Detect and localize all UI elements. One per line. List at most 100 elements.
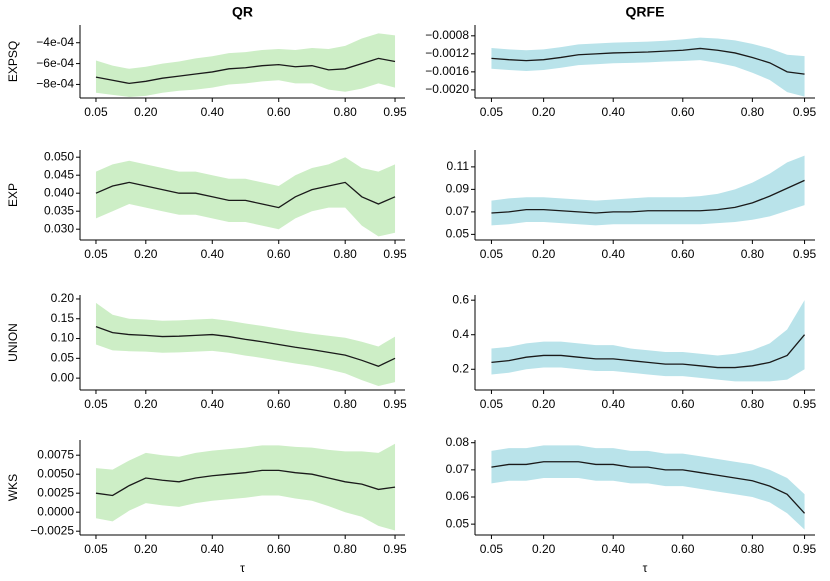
panel-title: QRFE [626,4,665,20]
x-tick-label: 0.40 [602,105,626,119]
x-tick-label: 0.60 [267,247,291,261]
y-tick-label: 0.05 [51,351,75,365]
x-axis-label: τ [643,561,648,575]
x-tick-label: 0.95 [383,542,407,556]
y-tick-label: 0.15 [51,311,75,325]
x-tick-label: 0.80 [334,247,358,261]
y-tick-label: 0.2 [452,361,469,375]
confidence-band [95,443,396,531]
y-tick-label: 0.040 [44,185,74,199]
x-tick-label: 0.05 [480,542,504,556]
x-tick-label: 0.40 [602,542,626,556]
y-tick-label: −0.0008 [425,28,469,42]
x-tick-label: 0.60 [671,105,695,119]
y-tick-label: −0.0025 [30,523,74,537]
y-tick-label: 0.05 [446,516,470,530]
estimate-line [491,179,805,214]
y-tick-label: 0.20 [51,291,75,305]
confidence-band [491,445,805,530]
y-tick-label: 0.07 [446,462,470,476]
x-tick-label: 0.40 [201,105,225,119]
x-tick-label: 0.60 [267,105,291,119]
y-tick-label: 0.06 [446,489,470,503]
x-tick-label: 0.95 [793,247,817,261]
x-tick-label: 0.95 [793,542,817,556]
y-tick-label: 0.0000 [37,504,74,518]
x-tick-label: 0.05 [84,542,108,556]
y-tick-label: 0.09 [446,182,470,196]
confidence-band [95,302,396,387]
x-tick-label: 0.80 [334,397,358,411]
confidence-band [491,155,805,226]
y-tick-label: 0.0075 [37,447,74,461]
x-tick-label: 0.20 [134,247,158,261]
x-tick-label: 0.05 [480,247,504,261]
y-tick-label: 0.0050 [37,466,74,480]
panel-title: QR [232,4,253,20]
x-tick-label: 0.80 [741,542,765,556]
y-axis-label: UNION [6,323,20,362]
y-tick-label: 0.00 [51,370,75,384]
y-axis-label: EXP [6,183,20,207]
estimate-line [491,47,805,75]
y-tick-label: 0.10 [51,331,75,345]
y-tick-label: 0.6 [452,292,469,306]
x-tick-label: 0.20 [134,397,158,411]
estimate-line [95,181,396,209]
x-tick-label: 0.40 [201,247,225,261]
y-tick-label: 0.4 [452,327,469,341]
y-tick-label: 0.08 [446,435,470,449]
x-tick-label: 0.80 [334,542,358,556]
x-tick-label: 0.60 [671,542,695,556]
x-tick-label: 0.40 [602,247,626,261]
estimate-line [95,469,396,497]
confidence-band [95,157,396,237]
x-tick-label: 0.05 [84,247,108,261]
estimate-line [491,461,806,514]
y-tick-label: 0.035 [44,203,74,217]
confidence-band [95,33,396,97]
x-tick-label: 0.80 [741,247,765,261]
y-tick-label: 0.050 [44,149,74,163]
x-axis-label: τ [240,561,245,575]
estimate-line [95,326,396,367]
x-tick-label: 0.95 [793,105,817,119]
x-tick-label: 0.20 [532,397,556,411]
x-tick-label: 0.60 [267,397,291,411]
x-tick-label: 0.60 [671,247,695,261]
confidence-band [491,37,805,97]
x-tick-label: 0.60 [671,397,695,411]
x-tick-label: 0.20 [134,105,158,119]
x-tick-label: 0.20 [532,105,556,119]
y-tick-label: 0.0025 [37,485,74,499]
estimate-line [491,334,806,369]
y-tick-label: −4e-04 [36,35,74,49]
y-tick-label: 0.11 [447,159,470,173]
x-tick-label: 0.95 [383,397,407,411]
x-tick-label: 0.20 [532,542,556,556]
y-tick-label: −0.0020 [425,82,469,96]
x-tick-label: 0.05 [480,105,504,119]
x-tick-label: 0.95 [383,105,407,119]
y-axis-label: WKS [6,474,20,501]
x-tick-label: 0.40 [201,397,225,411]
x-tick-label: 0.80 [334,105,358,119]
y-axis-label: EXPSQ [6,41,20,82]
x-tick-label: 0.05 [84,105,108,119]
x-tick-label: 0.05 [480,397,504,411]
x-tick-label: 0.20 [532,247,556,261]
estimate-line [95,57,396,85]
y-tick-label: −0.0012 [425,46,469,60]
x-tick-label: 0.05 [84,397,108,411]
y-tick-label: 0.045 [44,167,74,181]
x-tick-label: 0.20 [134,542,158,556]
x-tick-label: 0.80 [741,105,765,119]
y-tick-label: 0.030 [44,221,74,235]
x-tick-label: 0.95 [793,397,817,411]
x-tick-label: 0.60 [267,542,291,556]
y-tick-label: 0.07 [446,204,470,218]
x-tick-label: 0.40 [602,397,626,411]
x-tick-label: 0.95 [383,247,407,261]
confidence-band [491,300,805,382]
